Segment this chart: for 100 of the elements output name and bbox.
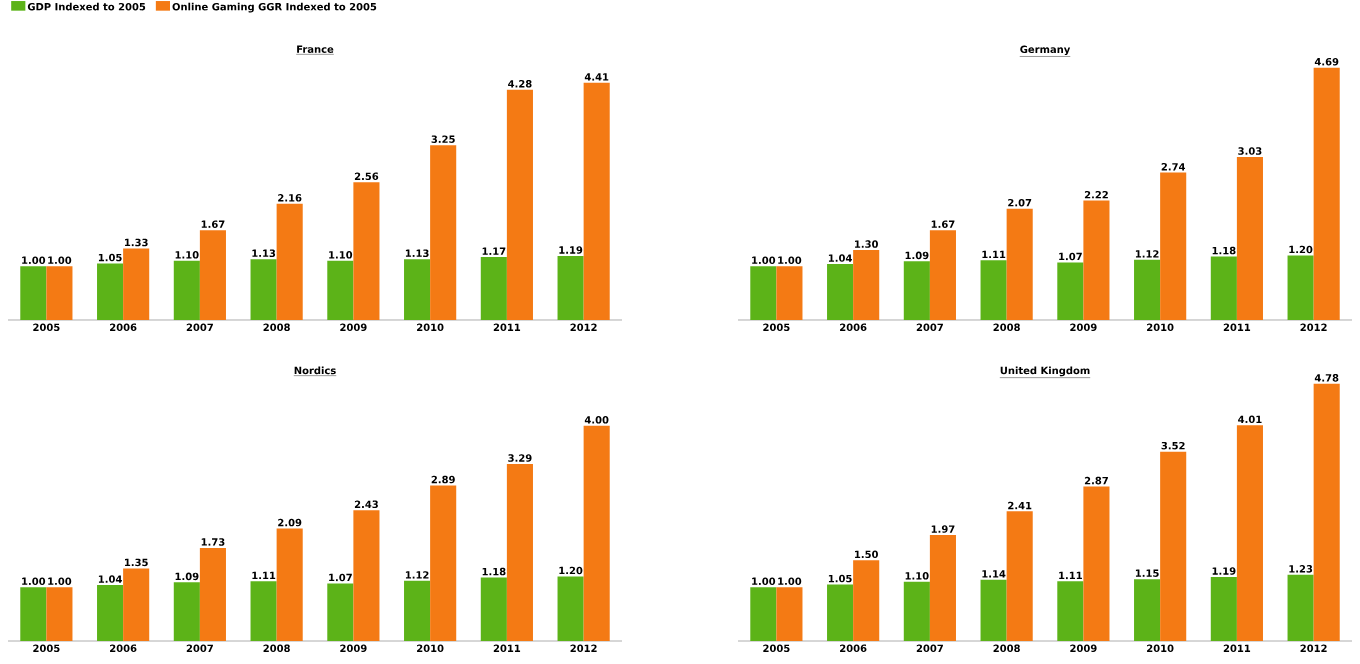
data-label: 2.07 xyxy=(1008,198,1032,207)
bar xyxy=(250,259,277,320)
bar xyxy=(199,547,226,641)
data-label: 2.09 xyxy=(278,518,302,527)
bar xyxy=(1083,200,1110,320)
data-label: 1.18 xyxy=(482,567,506,576)
data-label: 4.69 xyxy=(1314,57,1339,66)
data-label: 1.10 xyxy=(329,251,353,259)
bar xyxy=(1287,255,1314,320)
data-label: 1.10 xyxy=(905,572,929,580)
bar xyxy=(20,587,47,641)
x-tick-label: 2009 xyxy=(340,323,367,332)
bar xyxy=(929,535,956,641)
chart-title: France xyxy=(297,45,334,53)
x-tick-label: 2006 xyxy=(110,644,137,653)
bar xyxy=(827,264,854,320)
bar xyxy=(327,260,354,320)
data-label: 1.09 xyxy=(905,251,929,260)
data-label: 3.25 xyxy=(431,135,455,143)
bar xyxy=(557,255,584,320)
bar xyxy=(750,266,777,320)
bar xyxy=(276,528,303,641)
data-label: 1.67 xyxy=(201,220,225,228)
data-label: 1.00 xyxy=(48,256,72,264)
bar xyxy=(1057,581,1084,641)
data-label: 1.19 xyxy=(1212,567,1236,575)
x-tick-label: 2007 xyxy=(186,323,213,332)
data-label: 2.89 xyxy=(431,475,455,484)
bar xyxy=(929,230,956,320)
data-label: 3.52 xyxy=(1161,441,1185,450)
legend-label: GDP Indexed to 2005 xyxy=(27,2,146,11)
chart-title: Germany xyxy=(1020,45,1071,56)
data-label: 1.12 xyxy=(1135,250,1159,258)
bar xyxy=(583,425,610,641)
data-label: 2.16 xyxy=(278,194,302,202)
bar xyxy=(199,230,226,320)
x-tick-label: 2012 xyxy=(1300,644,1327,653)
bar xyxy=(1083,486,1110,641)
bar xyxy=(750,587,777,641)
x-tick-label: 2010 xyxy=(1147,323,1174,332)
bar xyxy=(276,203,303,320)
data-label: 1.04 xyxy=(828,254,852,262)
data-label: 1.97 xyxy=(931,525,955,533)
bar xyxy=(827,584,854,641)
data-label: 1.09 xyxy=(175,572,199,581)
data-label: 3.29 xyxy=(508,454,532,462)
bar xyxy=(1210,256,1237,320)
data-label: 1.05 xyxy=(828,574,852,583)
data-label: 1.13 xyxy=(405,249,429,257)
bar xyxy=(1160,451,1187,641)
x-tick-label: 2007 xyxy=(916,323,943,332)
data-label: 2.87 xyxy=(1084,476,1108,485)
bar xyxy=(557,576,584,641)
bar xyxy=(1236,425,1263,641)
data-label: 1.30 xyxy=(855,240,878,248)
x-tick-label: 2012 xyxy=(570,644,597,653)
bar xyxy=(903,581,930,641)
bar xyxy=(1313,383,1340,641)
bar xyxy=(46,587,73,641)
bar xyxy=(46,266,73,320)
x-tick-label: 2008 xyxy=(263,323,290,332)
bar xyxy=(404,580,431,641)
x-tick-label: 2006 xyxy=(840,644,867,653)
data-label: 1.07 xyxy=(1059,252,1082,261)
bar xyxy=(173,582,200,641)
data-label: 1.23 xyxy=(1289,565,1313,573)
data-label: 1.17 xyxy=(482,247,506,255)
bar xyxy=(853,560,880,641)
bar xyxy=(1006,208,1033,320)
bar xyxy=(776,266,803,320)
bar xyxy=(506,464,533,641)
x-tick-label: 2009 xyxy=(1070,323,1097,332)
x-tick-label: 2007 xyxy=(186,644,213,653)
bar xyxy=(1313,67,1340,320)
x-tick-label: 2009 xyxy=(1070,644,1097,653)
bar xyxy=(353,182,380,320)
data-label: 1.04 xyxy=(98,575,122,583)
x-tick-label: 2007 xyxy=(916,644,943,653)
x-tick-label: 2005 xyxy=(33,644,60,653)
x-tick-label: 2006 xyxy=(110,323,137,332)
data-label: 4.78 xyxy=(1314,374,1339,382)
data-label: 1.20 xyxy=(1289,245,1313,254)
bar xyxy=(903,261,930,320)
data-label: 1.10 xyxy=(175,251,199,259)
bar xyxy=(1134,259,1161,320)
x-tick-label: 2012 xyxy=(1300,323,1327,332)
bar xyxy=(853,250,880,320)
bar xyxy=(404,259,431,320)
data-label: 1.73 xyxy=(201,538,225,546)
data-label: 1.13 xyxy=(252,249,276,257)
x-tick-label: 2006 xyxy=(840,323,867,332)
data-label: 1.12 xyxy=(405,571,429,579)
data-label: 2.43 xyxy=(354,500,378,509)
data-label: 4.28 xyxy=(508,80,532,88)
data-label: 1.11 xyxy=(982,250,1006,259)
bar xyxy=(430,485,457,641)
data-label: 1.00 xyxy=(22,577,46,585)
data-label: 2.56 xyxy=(354,172,379,181)
data-label: 1.11 xyxy=(1059,571,1082,580)
bar xyxy=(97,263,124,320)
